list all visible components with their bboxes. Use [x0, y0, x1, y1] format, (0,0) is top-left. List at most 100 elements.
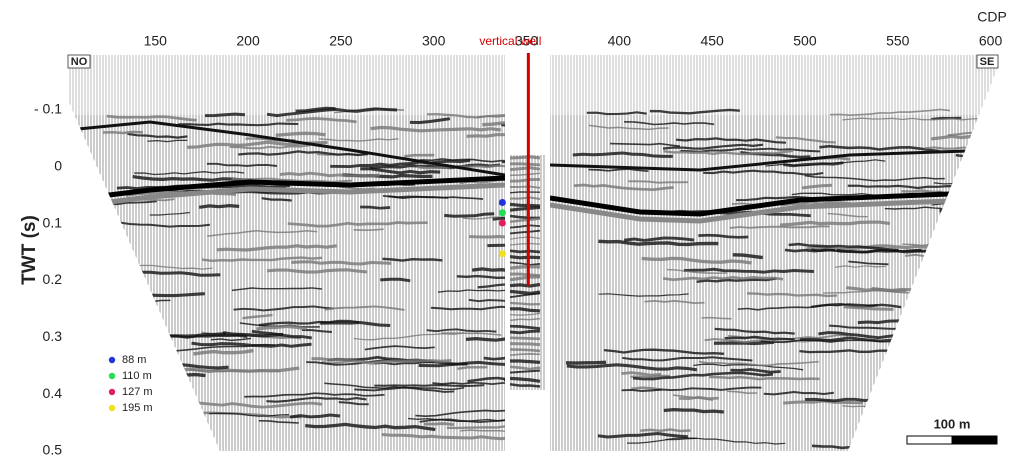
reflector: [382, 195, 484, 200]
reflector: [382, 257, 443, 262]
point: [498, 209, 506, 217]
reflector: [229, 144, 311, 150]
reflector: [207, 229, 318, 237]
reflector: [847, 184, 958, 190]
reflector: [466, 131, 505, 138]
x-tick-label: 200: [236, 33, 260, 49]
reflector: [510, 205, 541, 212]
reflector: [441, 332, 502, 336]
reflector: [412, 158, 505, 163]
reflector: [216, 244, 337, 252]
reflector: [510, 348, 541, 353]
reflector: [510, 229, 541, 235]
reflector: [266, 107, 398, 118]
reflector: [68, 182, 505, 210]
reflector: [724, 335, 795, 341]
reflector: [510, 324, 541, 330]
reflector: [510, 172, 541, 177]
reflector: [780, 201, 851, 207]
reflector: [696, 277, 777, 283]
reflector: [242, 313, 273, 320]
reflector: [204, 112, 246, 118]
x-tick-label: 250: [329, 33, 353, 49]
reflector: [417, 164, 505, 170]
reflector: [360, 205, 391, 210]
reflector: [603, 348, 725, 355]
reflector: [68, 120, 505, 177]
reflector: [275, 131, 326, 137]
reflector: [510, 202, 541, 208]
reflector: [632, 371, 774, 381]
reflector: [804, 174, 945, 182]
reflector: [456, 274, 505, 280]
reflector: [996, 279, 998, 287]
y-tick-label: 0: [54, 157, 62, 173]
reflector: [982, 153, 998, 159]
reflector: [779, 220, 891, 227]
legend-label: 110 m: [122, 370, 152, 382]
legend-label: 195 m: [122, 402, 153, 414]
reflector: [892, 373, 998, 381]
scale-bar-label: 100 m: [934, 416, 971, 431]
reflector: [510, 166, 541, 172]
reflector: [714, 327, 795, 335]
reflector: [68, 175, 505, 203]
y-tick-label: 0.1: [43, 214, 63, 230]
reflector: [244, 392, 385, 398]
reflector: [972, 337, 998, 342]
reflector: [510, 275, 541, 282]
reflector: [510, 177, 541, 183]
reflector: [962, 430, 994, 436]
reflector: [305, 422, 436, 432]
point: [498, 219, 506, 227]
reflector: [251, 329, 312, 340]
y-tick-label: 0.4: [43, 385, 63, 401]
reflector: [640, 428, 691, 433]
reflector: [261, 197, 292, 202]
reflector: [967, 261, 998, 266]
reflector: [266, 268, 368, 274]
reflector: [510, 359, 541, 364]
reflector: [947, 130, 998, 137]
reflector: [510, 317, 541, 322]
reflector: [978, 361, 998, 367]
reflector: [446, 421, 505, 430]
reflector: [477, 283, 505, 289]
reflector: [586, 111, 647, 116]
legend-marker: [108, 404, 116, 412]
y-tick-label: - 0.1: [34, 101, 62, 117]
reflector: [418, 360, 505, 368]
reflector: [598, 293, 689, 297]
reflector: [510, 369, 541, 374]
end-label: NO: [71, 56, 88, 68]
reflector: [680, 147, 821, 153]
reflector: [933, 182, 974, 185]
reflector: [510, 261, 541, 266]
reflector: [208, 412, 289, 417]
reflector: [823, 289, 924, 295]
reflector: [144, 292, 205, 298]
reflector: [426, 328, 497, 333]
reflector: [510, 329, 541, 335]
y-tick-label: 0.2: [43, 271, 63, 287]
reflector: [788, 242, 899, 252]
reflector: [662, 275, 784, 282]
reflector: [146, 419, 207, 425]
reflector: [231, 177, 352, 183]
reflector: [510, 162, 541, 167]
reflector: [736, 195, 817, 202]
end-label: SE: [980, 56, 995, 68]
reflector: [597, 431, 688, 439]
reflector: [258, 419, 299, 424]
reflector: [763, 390, 834, 396]
reflector: [510, 249, 541, 254]
reflector: [965, 330, 998, 338]
reflector: [134, 171, 245, 176]
legend-marker: [108, 356, 116, 364]
reflector: [147, 139, 188, 143]
reflector: [990, 163, 998, 167]
legend-marker: [108, 388, 116, 396]
reflector: [829, 108, 951, 117]
reflector: [409, 117, 451, 125]
